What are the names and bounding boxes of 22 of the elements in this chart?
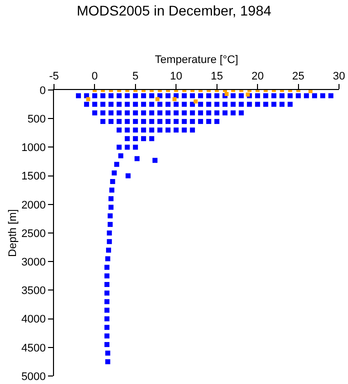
y-axis-title: Depth [m]	[6, 209, 19, 257]
y-tick-label: 500	[27, 113, 46, 126]
x-tick-label: 5	[132, 70, 138, 83]
y-tick-label: 3500	[21, 285, 46, 298]
y-tick-label: 5000	[21, 370, 46, 383]
y-tick-label: 2500	[21, 228, 46, 240]
x-tick-label: 25	[292, 70, 304, 83]
x-axis-title: Temperature [°C]	[154, 54, 238, 66]
y-tick-label: 1500	[21, 170, 46, 183]
x-tick-label: -5	[49, 70, 59, 83]
chart-title: MODS2005 in December, 1984	[76, 2, 272, 19]
y-tick-label: 4500	[21, 342, 46, 354]
y-tick-label: 3000	[21, 256, 46, 268]
x-tick-label: 30	[332, 70, 346, 83]
x-tick-label: 10	[170, 70, 182, 83]
x-tick-label: 20	[251, 70, 264, 83]
y-tick-label: 1000	[21, 142, 46, 154]
y-tick-label: 2000	[21, 199, 46, 212]
x-tick-label: 15	[210, 70, 223, 83]
x-tick-label: 0	[92, 70, 98, 83]
y-tick-label: 0	[40, 84, 46, 97]
y-tick-label: 4000	[21, 314, 46, 326]
